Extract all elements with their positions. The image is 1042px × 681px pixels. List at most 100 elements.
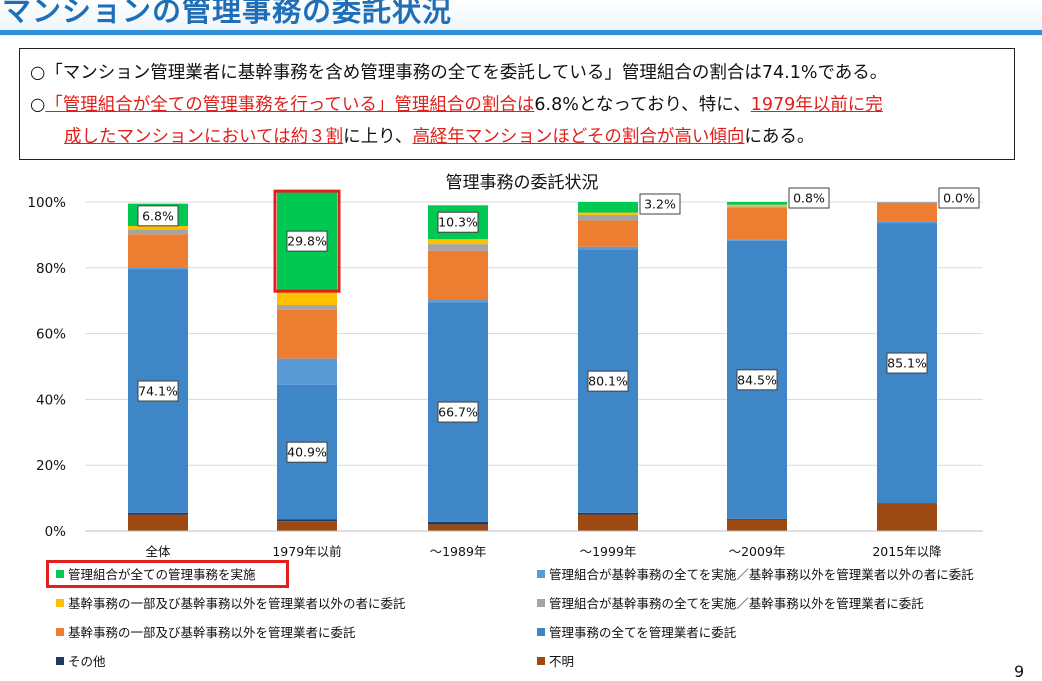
- data-label-box: [137, 205, 179, 227]
- bar-segment: [428, 250, 488, 301]
- x-tick-label: ～1999年: [580, 544, 637, 559]
- data-label: 66.7%: [438, 405, 478, 420]
- data-label-box: [437, 401, 479, 423]
- legend-label: 基幹事務の一部及び基幹事務以外を管理業者以外の者に委託: [68, 596, 406, 611]
- data-label-box: [587, 370, 629, 392]
- bar-segment: [428, 300, 488, 303]
- data-label-box: [437, 211, 479, 233]
- bar-segment: [727, 207, 787, 240]
- bar-segment: [428, 244, 488, 251]
- data-label-box: [788, 187, 830, 209]
- x-tick-label: 2015年以降: [872, 544, 942, 559]
- x-tick-label: ～1989年: [430, 544, 487, 559]
- y-tick-label: 0%: [45, 524, 67, 540]
- bar-segment: [128, 267, 188, 270]
- bar-segment: [877, 221, 937, 224]
- data-label-box: [886, 352, 928, 374]
- y-tick-label: 20%: [36, 458, 66, 474]
- y-tick-label: 40%: [36, 392, 66, 408]
- bar-segment: [277, 519, 337, 522]
- legend-highlight-box: [46, 560, 289, 588]
- bar-segment: [128, 512, 188, 515]
- bars-layer: [128, 192, 937, 531]
- data-label: 84.5%: [737, 372, 777, 387]
- legend-label: その他: [68, 654, 106, 669]
- summary-line-1: ○「マンション管理業者に基幹事務を含め管理事務の全てを委託している」管理組合の割…: [30, 63, 888, 83]
- bar-segment: [877, 202, 937, 203]
- bar-segment: [277, 309, 337, 359]
- title-rule: [0, 30, 1042, 35]
- bar-segment: [877, 202, 937, 222]
- legend-item: 管理事務の全てを管理業者に委託: [537, 626, 736, 640]
- legend-swatch: [537, 628, 545, 636]
- summary-emphasis-2: 1979年以前に完: [750, 95, 883, 115]
- legend-label: 管理組合が基幹事務の全てを実施／基幹事務以外を管理業者に委託: [549, 596, 924, 611]
- grid-layer: [85, 201, 983, 466]
- legend-label: 管理組合が全ての管理事務を実施: [68, 567, 256, 582]
- bar-segment: [578, 246, 638, 250]
- legend-swatch: [56, 657, 64, 665]
- data-label-box: [286, 230, 328, 252]
- data-label-box: [286, 441, 328, 463]
- bar-segment: [578, 202, 638, 213]
- bar-segment: [578, 514, 638, 531]
- bar-segment: [578, 220, 638, 247]
- legend-label: 管理組合が基幹事務の全てを実施／基幹事務以外を管理業者以外の者に委託: [549, 567, 974, 582]
- data-label: 40.9%: [287, 445, 327, 460]
- y-tick-label: 100%: [27, 195, 66, 211]
- legend-swatch: [537, 657, 545, 665]
- summary-emphasis-1: 「管理組合が全ての管理事務を行っている」管理組合の割合は: [45, 95, 535, 115]
- summary-text-2: に上り、: [343, 127, 413, 147]
- summary-box: ○「マンション管理業者に基幹事務を含め管理事務の全てを委託している」管理組合の割…: [19, 48, 1015, 160]
- data-label: 80.1%: [588, 374, 628, 389]
- bar-segment: [128, 229, 188, 235]
- data-label-box: [736, 369, 778, 391]
- data-label: 0.0%: [943, 191, 975, 206]
- summary-text-3: にある。: [744, 127, 815, 147]
- legend-label: 不明: [549, 654, 575, 669]
- bar-segment: [727, 204, 787, 207]
- legend-label: 基幹事務の一部及び基幹事務以外を管理業者に委託: [68, 625, 356, 640]
- highlight-box-1979: [273, 189, 341, 293]
- legend-item: 基幹事務の一部及び基幹事務以外を管理業者以外の者に委託: [56, 597, 406, 611]
- summary-bullet: ○: [30, 95, 46, 115]
- bar-segment: [578, 212, 638, 215]
- legend-item: 管理組合が基幹事務の全てを実施／基幹事務以外を管理業者以外の者に委託: [537, 568, 974, 582]
- bar-segment: [578, 512, 638, 515]
- axis-layer: 0% 20% 40% 60% 80% 100% 全体 1979年以前 ～1989年 ～1999年 ～…: [27, 195, 983, 559]
- bar-segment: [128, 226, 188, 230]
- legend-item: 不明: [537, 655, 574, 669]
- slide-title: マンションの管理事務の委託状況: [2, 0, 453, 28]
- legend-swatch: [56, 570, 64, 578]
- bar-segment: [428, 524, 488, 531]
- stacked-bar-chart: 管理事務の委託状況 6.8% 29.8% 10.3% 3.2% 0.8% 0.0% 74.1…: [27, 173, 983, 559]
- legend-item: 管理組合が基幹事務の全てを実施／基幹事務以外を管理業者に委託: [537, 597, 924, 611]
- bar-segment: [727, 239, 787, 241]
- title-band: マンションの管理事務の委託状況: [0, 0, 1042, 36]
- legend-item: 管理組合が全ての管理事務を実施: [56, 568, 256, 582]
- data-label: 10.3%: [438, 215, 478, 230]
- legend-swatch: [56, 599, 64, 607]
- bar-segment: [727, 202, 787, 205]
- bar-segment: [128, 234, 188, 268]
- bar-segment: [877, 503, 937, 531]
- legend-item: その他: [56, 655, 106, 669]
- y-tick-label: 80%: [36, 261, 66, 277]
- legend-swatch: [56, 628, 64, 636]
- x-tick-label: 1979年以前: [272, 544, 341, 559]
- data-label: 74.1%: [138, 384, 178, 399]
- bar-segment: [128, 514, 188, 531]
- data-label: 0.8%: [793, 191, 825, 206]
- data-label: 85.1%: [887, 356, 927, 371]
- summary-line-2: ○「管理組合が全ての管理事務を行っている」管理組合の割合は6.8%となっており、…: [30, 93, 883, 117]
- data-label: 3.2%: [644, 197, 676, 212]
- bar-segment: [277, 290, 337, 305]
- bar-segment: [727, 206, 787, 208]
- bar-segment: [727, 519, 787, 531]
- y-tick-label: 60%: [36, 327, 66, 343]
- summary-line-3: 成したマンションにおいては約３割に上り、高経年マンションほどその割合が高い傾向に…: [64, 125, 814, 149]
- bar-segment: [428, 521, 488, 525]
- data-labels-layer: 6.8% 29.8% 10.3% 3.2% 0.8% 0.0% 74.1% 40.9% 66.7…: [137, 187, 980, 463]
- bar-segment: [277, 304, 337, 310]
- data-label: 29.8%: [287, 234, 327, 249]
